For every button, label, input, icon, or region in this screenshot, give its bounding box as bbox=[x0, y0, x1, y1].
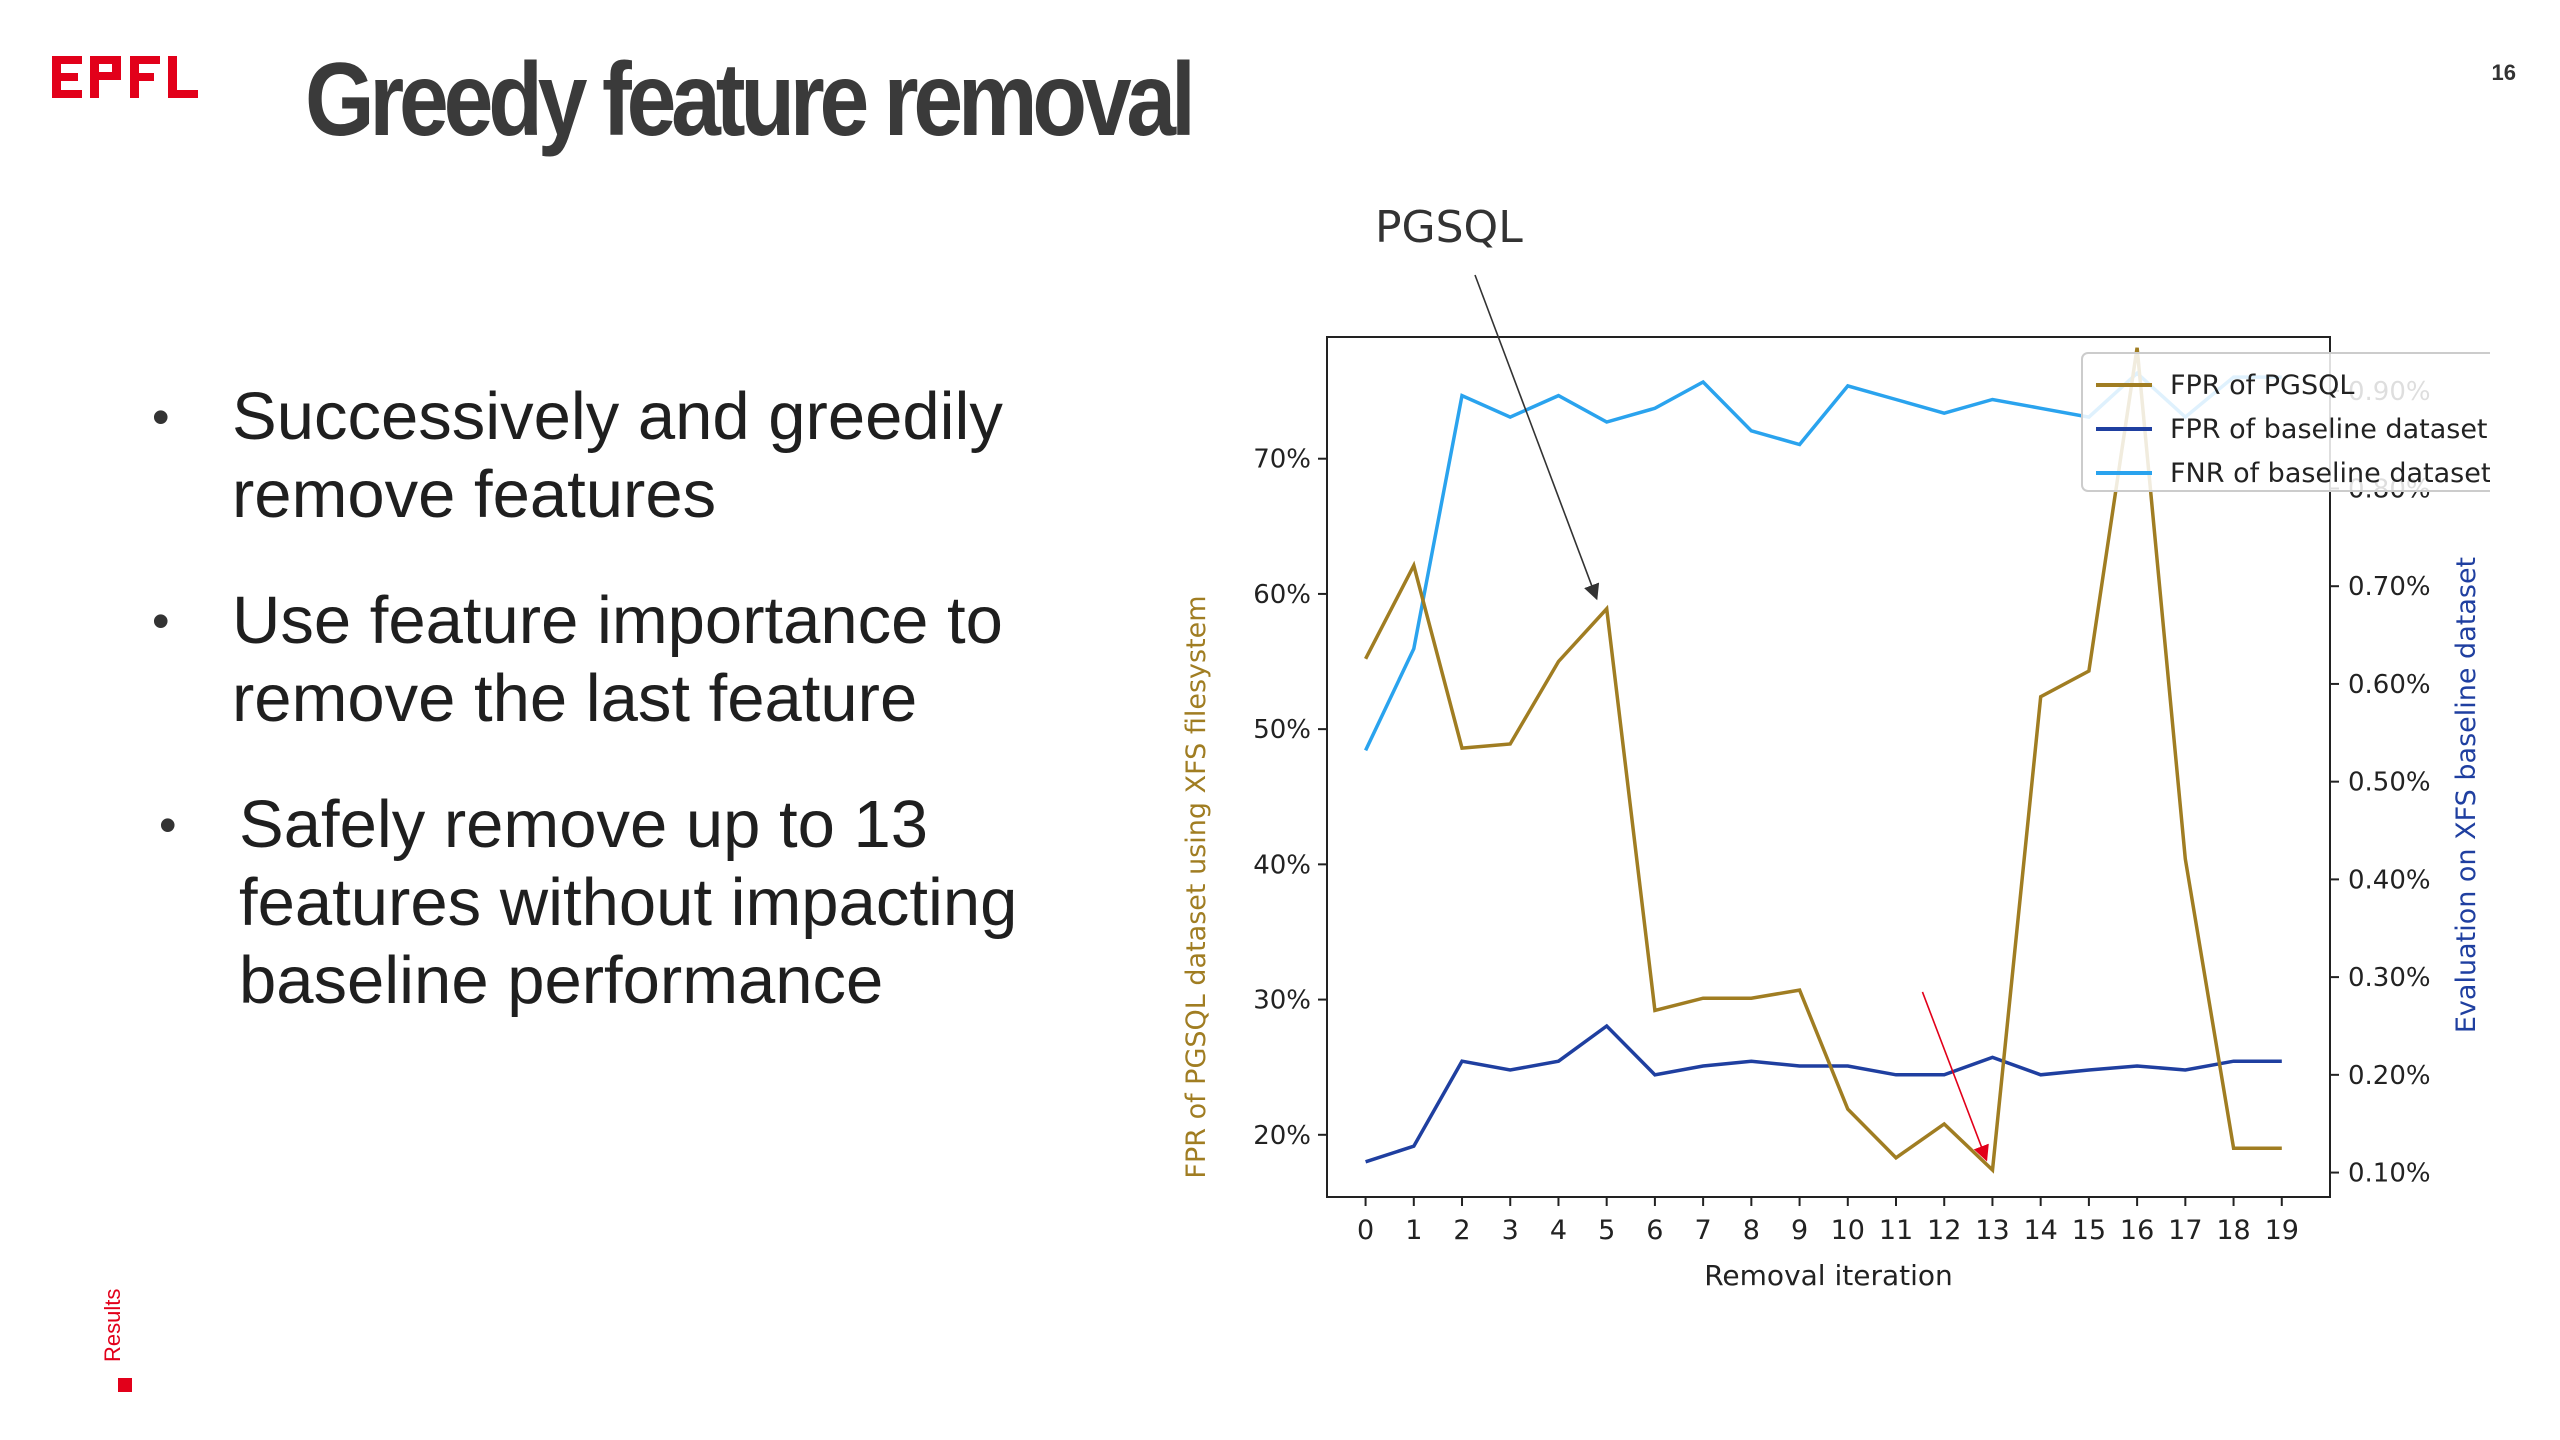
x-tick-label: 14 bbox=[2023, 1215, 2057, 1246]
y-left-tick-label: 70% bbox=[1253, 445, 1311, 475]
x-tick-label: 11 bbox=[1879, 1215, 1913, 1246]
epfl-logo bbox=[52, 56, 198, 98]
y-right-tick-label: 0.70% bbox=[2348, 572, 2431, 602]
slide-title: Greedy feature removal bbox=[305, 42, 1196, 158]
bullet-line: baseline performance bbox=[239, 943, 884, 1018]
y-right-tick-label: 0.20% bbox=[2348, 1061, 2431, 1091]
y-left-tick-label: 30% bbox=[1253, 986, 1311, 1016]
x-tick-label: 12 bbox=[1927, 1215, 1961, 1246]
bullet-line: remove the last feature bbox=[232, 661, 918, 736]
bullet-item: Use feature importance to remove the las… bbox=[140, 582, 1140, 738]
x-tick-label: 7 bbox=[1695, 1215, 1712, 1246]
plot-frame bbox=[1326, 336, 2331, 1198]
y-right-axis-label: Evaluation on XFS baseline dataset bbox=[2451, 557, 2482, 1033]
x-tick-label: 15 bbox=[2072, 1215, 2106, 1246]
x-tick-label: 6 bbox=[1646, 1215, 1663, 1246]
x-tick-label: 4 bbox=[1550, 1215, 1567, 1246]
bullet-line: Successively and greedily bbox=[232, 379, 1003, 454]
x-tick-label: 10 bbox=[1831, 1215, 1865, 1246]
y-left-tick-label: 40% bbox=[1253, 850, 1311, 880]
x-tick-label: 3 bbox=[1502, 1215, 1519, 1246]
x-tick-label: 8 bbox=[1743, 1215, 1760, 1246]
x-tick-label: 16 bbox=[2120, 1215, 2154, 1246]
x-tick-label: 0 bbox=[1357, 1215, 1374, 1246]
bullet-line: features without impacting bbox=[239, 865, 1018, 940]
x-tick-label: 2 bbox=[1453, 1215, 1470, 1246]
x-tick-label: 13 bbox=[1975, 1215, 2009, 1246]
highlight-arrow bbox=[1921, 991, 1989, 1162]
fpr-baseline-line bbox=[1365, 1023, 2282, 1164]
legend-entry: FPR of PGSQL bbox=[2170, 370, 2354, 401]
x-tick-label: 5 bbox=[1598, 1215, 1615, 1246]
y-right-tick-label: 0.40% bbox=[2348, 865, 2431, 895]
bullet-item: Successively and greedily remove feature… bbox=[140, 378, 1140, 534]
x-tick-label: 1 bbox=[1405, 1215, 1422, 1246]
legend-box bbox=[2081, 352, 2490, 492]
x-tick-label: 17 bbox=[2168, 1215, 2202, 1246]
x-tick-label: 18 bbox=[2216, 1215, 2250, 1246]
legend-entry: FPR of baseline dataset bbox=[2170, 414, 2488, 445]
y-right-tick-label: 0.10% bbox=[2348, 1159, 2431, 1189]
bullet-line: Safely remove up to 13 bbox=[239, 787, 929, 862]
y-left-tick-label: 60% bbox=[1253, 580, 1311, 610]
y-left-axis-label: FPR of PGSQL dataset using XFS filesyste… bbox=[1181, 595, 1212, 1178]
legend-entry: FNR of baseline dataset bbox=[2170, 458, 2490, 489]
bullet-line: remove features bbox=[232, 457, 717, 532]
section-marker bbox=[118, 1378, 132, 1392]
bullet-list: Successively and greedily remove feature… bbox=[140, 378, 1140, 1068]
x-tick-label: 9 bbox=[1791, 1215, 1808, 1246]
x-tick-label: 19 bbox=[2265, 1215, 2299, 1246]
y-left-tick-label: 50% bbox=[1253, 715, 1311, 745]
bullet-item: Safely remove up to 13 features without … bbox=[147, 786, 1147, 1020]
y-right-tick-label: 0.30% bbox=[2348, 963, 2431, 993]
section-label: Results bbox=[100, 1288, 125, 1362]
page-number: 16 bbox=[2491, 60, 2516, 85]
annotation-label: PGSQL bbox=[1375, 202, 1523, 253]
bullet-line: Use feature importance to bbox=[232, 583, 1003, 658]
y-left-tick-label: 20% bbox=[1253, 1121, 1311, 1151]
y-right-tick-label: 0.60% bbox=[2348, 670, 2431, 700]
y-right-tick-label: 0.50% bbox=[2348, 768, 2431, 798]
x-axis-label: Removal iteration bbox=[1704, 1259, 1953, 1292]
annotation-arrow bbox=[1474, 274, 1600, 601]
